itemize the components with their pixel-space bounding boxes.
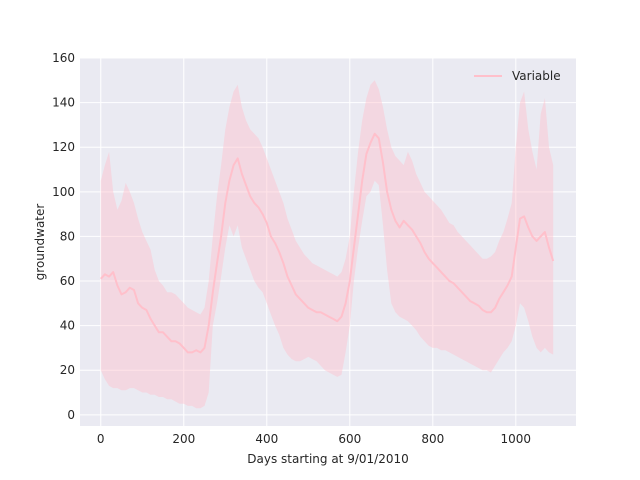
y-tick-label: 120	[52, 140, 75, 154]
y-axis-label: groundwater	[33, 204, 47, 281]
y-tick-label: 60	[60, 274, 75, 288]
x-tick-label: 400	[255, 432, 278, 446]
y-tick-label: 80	[60, 229, 75, 243]
series-line	[100, 132, 555, 354]
y-tick-label: 40	[60, 319, 75, 333]
plot-background	[80, 58, 576, 426]
y-tick-labels: 0 20 40 60 80 100 120 140 160	[52, 51, 75, 422]
x-axis-label: Days starting at 9/01/2010	[247, 452, 408, 466]
confidence-band	[100, 80, 554, 409]
series-band	[100, 80, 554, 409]
legend: Variable	[474, 69, 561, 83]
x-tick-label: 1000	[501, 432, 532, 446]
x-tick-label: 200	[172, 432, 195, 446]
y-tick-label: 100	[52, 185, 75, 199]
y-tick-label: 160	[52, 51, 75, 65]
y-tick-label: 0	[67, 408, 75, 422]
legend-label: Variable	[512, 69, 561, 83]
y-tick-label: 20	[60, 363, 75, 377]
series-lines	[100, 132, 555, 354]
grid-lines	[80, 57, 576, 426]
x-tick-label: 800	[421, 432, 444, 446]
x-tick-labels: 0 200 400 600 800 1000	[97, 432, 531, 446]
x-tick-label: 0	[97, 432, 105, 446]
x-tick-label: 600	[338, 432, 361, 446]
y-tick-label: 140	[52, 96, 75, 110]
